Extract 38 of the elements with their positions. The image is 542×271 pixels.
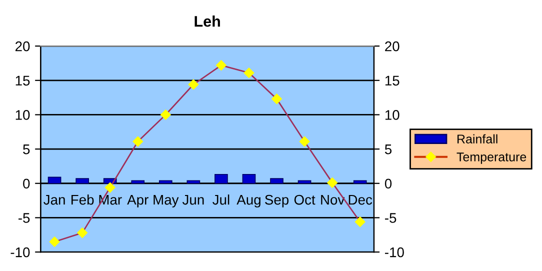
y-tick-label: -10	[10, 247, 30, 258]
y-tick-label: -5	[18, 213, 30, 223]
legend-label: Rainfall	[458, 134, 498, 144]
bar	[131, 180, 145, 184]
x-tick-label: Oct	[294, 194, 316, 205]
bar	[353, 180, 367, 184]
y-tick-label: 15	[16, 76, 30, 86]
bar	[298, 180, 312, 184]
x-tick-label: Nov	[321, 195, 345, 205]
x-tick-label: Aug	[236, 195, 260, 208]
y2-tick-label: 0	[384, 178, 392, 189]
y2-tick-label: 10	[385, 110, 400, 120]
y2-tick-label: 15	[385, 76, 400, 86]
x-tick-label: May	[154, 195, 179, 208]
y2-tick-label: 20	[385, 41, 400, 52]
y2-tick-label: 5	[384, 144, 392, 154]
x-tick-label: Apr	[127, 195, 148, 208]
y-tick-label: 20	[15, 41, 30, 52]
chart-title: Leh	[194, 16, 220, 27]
y2-tick-label: -10	[385, 247, 404, 258]
y-tick-label: 10	[16, 110, 30, 120]
x-tick-label: Feb	[71, 194, 94, 205]
x-tick-label: Sep	[265, 194, 289, 208]
x-tick-label: Jul	[212, 194, 230, 205]
y2-tick-label: -5	[385, 213, 396, 223]
bar	[76, 178, 89, 184]
x-tick-label: Dec	[348, 195, 372, 205]
legend-label: Temperature	[456, 152, 526, 164]
x-tick-label: Jan	[44, 195, 65, 205]
bar	[214, 174, 228, 184]
bar	[48, 176, 62, 184]
bar	[242, 174, 256, 184]
bar	[186, 180, 200, 184]
bar	[158, 180, 172, 184]
y-tick-label: 0	[23, 178, 30, 189]
y-tick-label: 5	[23, 144, 30, 154]
x-tick-label: Jun	[182, 195, 204, 205]
bar	[270, 178, 284, 184]
